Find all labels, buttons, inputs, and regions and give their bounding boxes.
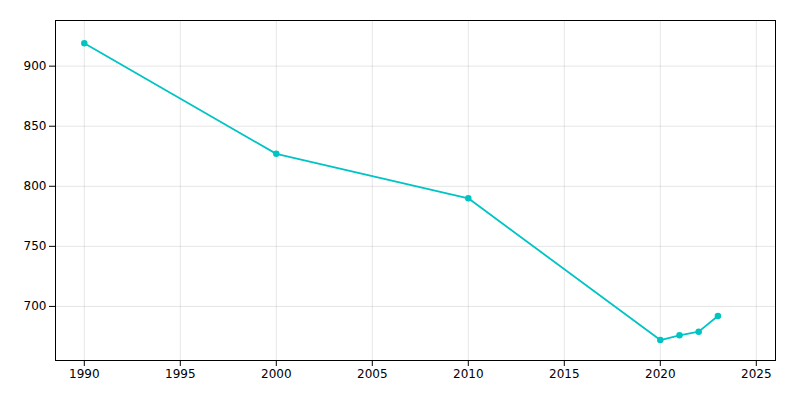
svg-text:2000: 2000 bbox=[261, 367, 292, 381]
svg-text:850: 850 bbox=[24, 119, 47, 133]
svg-text:1990: 1990 bbox=[69, 367, 100, 381]
svg-text:2010: 2010 bbox=[453, 367, 484, 381]
svg-text:800: 800 bbox=[24, 179, 47, 193]
svg-text:750: 750 bbox=[24, 239, 47, 253]
svg-text:2025: 2025 bbox=[741, 367, 772, 381]
svg-text:2020: 2020 bbox=[645, 367, 676, 381]
svg-text:900: 900 bbox=[24, 59, 47, 73]
svg-text:2015: 2015 bbox=[549, 367, 580, 381]
svg-text:2005: 2005 bbox=[357, 367, 388, 381]
svg-text:700: 700 bbox=[24, 299, 47, 313]
svg-text:1995: 1995 bbox=[165, 367, 196, 381]
